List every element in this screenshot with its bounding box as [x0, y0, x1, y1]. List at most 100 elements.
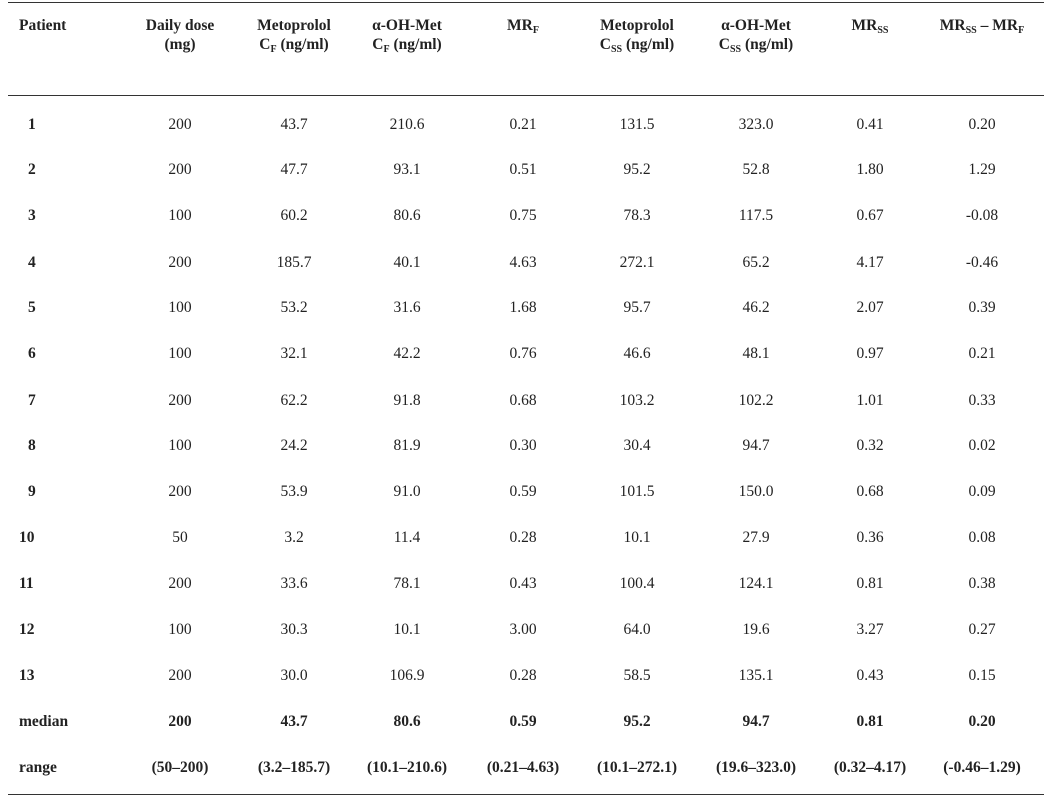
table-cell: 200 — [168, 575, 192, 592]
header-patient: Patient — [19, 17, 67, 34]
table-cell: 94.7 — [742, 713, 770, 730]
table-cell: 100 — [168, 207, 192, 224]
top-rule — [8, 2, 1044, 3]
table-cell: 52.8 — [742, 161, 770, 178]
table-row: 4 200 185.7 40.1 4.63 272.1 65.2 4.17 -0… — [8, 252, 1044, 274]
table-cell: 200 — [168, 713, 192, 730]
table-cell: 94.7 — [742, 437, 770, 454]
table-cell: 135.1 — [738, 667, 774, 684]
table-cell: 100 — [168, 345, 192, 362]
table-cell: 0.76 — [509, 345, 537, 362]
table-row-range: range (50–200) (3.2–185.7) (10.1–210.6) … — [8, 757, 1044, 779]
table-cell: 8 — [28, 437, 36, 454]
table-cell: 1.01 — [856, 392, 884, 409]
table-cell: 200 — [168, 483, 192, 500]
table-cell: 91.0 — [393, 483, 421, 500]
table-cell: 106.9 — [389, 667, 425, 684]
table-cell: 210.6 — [389, 116, 425, 133]
table-cell: 150.0 — [738, 483, 774, 500]
table-row: 7 200 62.2 91.8 0.68 103.2 102.2 1.01 0.… — [8, 390, 1044, 412]
table-cell: (10.1–210.6) — [366, 759, 448, 776]
table-cell: 1 — [28, 116, 36, 133]
header-daily-dose: Daily dose (mg) — [145, 17, 215, 53]
table-row: 5 100 53.2 31.6 1.68 95.7 46.2 2.07 0.39 — [8, 297, 1044, 319]
table-cell: (3.2–185.7) — [257, 759, 331, 776]
table-cell: 0.20 — [968, 713, 996, 730]
table-cell: 0.59 — [509, 483, 537, 500]
table-cell: (19.6–323.0) — [715, 759, 797, 776]
table-cell: 0.21 — [968, 345, 996, 362]
table-cell: 124.1 — [738, 575, 774, 592]
header-metoprolol-css: Metoprolol CSS (ng/ml) — [599, 17, 675, 55]
table-cell: 1.29 — [968, 161, 996, 178]
table-row: 8 100 24.2 81.9 0.30 30.4 94.7 0.32 0.02 — [8, 435, 1044, 457]
table-cell: 43.7 — [280, 713, 308, 730]
table-cell: 0.39 — [968, 299, 996, 316]
table-cell: 1.68 — [509, 299, 537, 316]
table-cell: 10.1 — [623, 529, 651, 546]
table-cell: 131.5 — [619, 116, 655, 133]
table-cell: 19.6 — [742, 621, 770, 638]
table-row: 10 50 3.2 11.4 0.28 10.1 27.9 0.36 0.08 — [8, 527, 1044, 549]
table-cell: 2 — [28, 161, 36, 178]
table-cell: -0.08 — [965, 207, 999, 224]
table-cell: 9 — [28, 483, 36, 500]
table-cell: 0.51 — [509, 161, 537, 178]
table-row: 9 200 53.9 91.0 0.59 101.5 150.0 0.68 0.… — [8, 481, 1044, 503]
table-cell: 32.1 — [280, 345, 308, 362]
table-cell: 4 — [28, 254, 36, 271]
table-cell: median — [19, 713, 69, 730]
table-cell: 200 — [168, 392, 192, 409]
table-cell: 0.30 — [509, 437, 537, 454]
table-cell: 0.36 — [856, 529, 884, 546]
header-rule — [8, 95, 1044, 96]
header-mr-ss: MRSS — [851, 17, 889, 36]
table-cell: 101.5 — [619, 483, 655, 500]
table-cell: 5 — [28, 299, 36, 316]
table-cell: 0.28 — [509, 529, 537, 546]
table-cell: 10 — [19, 529, 35, 546]
table-cell: 12 — [19, 621, 35, 638]
table-row: 2 200 47.7 93.1 0.51 95.2 52.8 1.80 1.29 — [8, 159, 1044, 181]
header-mr-f: MRF — [507, 17, 539, 36]
table-cell: 0.67 — [856, 207, 884, 224]
table-cell: 47.7 — [280, 161, 308, 178]
table-cell: 65.2 — [742, 254, 770, 271]
table-cell: 100.4 — [619, 575, 655, 592]
table-row: 11 200 33.6 78.1 0.43 100.4 124.1 0.81 0… — [8, 573, 1044, 595]
table-cell: 62.2 — [280, 392, 308, 409]
table-row: 6 100 32.1 42.2 0.76 46.6 48.1 0.97 0.21 — [8, 343, 1044, 365]
table-cell: 0.97 — [856, 345, 884, 362]
table-cell: 0.20 — [968, 116, 996, 133]
table-cell: 0.81 — [856, 713, 884, 730]
table-cell: 0.21 — [509, 116, 537, 133]
table-cell: (0.32–4.17) — [833, 759, 907, 776]
table-cell: 78.3 — [623, 207, 651, 224]
header-aoh-met-cf: α-OH-Met CF (ng/ml) — [372, 17, 442, 55]
table-cell: 60.2 — [280, 207, 308, 224]
bottom-rule — [8, 794, 1044, 795]
table-cell: 40.1 — [393, 254, 421, 271]
table-row: 13 200 30.0 106.9 0.28 58.5 135.1 0.43 0… — [8, 665, 1044, 687]
table-cell: 93.1 — [393, 161, 421, 178]
table-cell: 0.43 — [509, 575, 537, 592]
table-cell: 42.2 — [393, 345, 421, 362]
table-cell: 0.27 — [968, 621, 996, 638]
table-cell: 0.75 — [509, 207, 537, 224]
table-cell: 80.6 — [393, 207, 421, 224]
table-cell: 48.1 — [742, 345, 770, 362]
header-mr-ss-minus-mr-f: MRSS – MRF — [939, 17, 1025, 36]
table-cell: 53.9 — [280, 483, 308, 500]
table-cell: 91.8 — [393, 392, 421, 409]
table-cell: 31.6 — [393, 299, 421, 316]
table-cell: 0.38 — [968, 575, 996, 592]
table-cell: 81.9 — [393, 437, 421, 454]
table-cell: 0.68 — [509, 392, 537, 409]
table-cell: 2.07 — [856, 299, 884, 316]
table-cell: 13 — [19, 667, 35, 684]
table-cell: 33.6 — [280, 575, 308, 592]
table-cell: 3 — [28, 207, 36, 224]
table-cell: 200 — [168, 254, 192, 271]
table-cell: 0.68 — [856, 483, 884, 500]
table-cell: 64.0 — [623, 621, 651, 638]
